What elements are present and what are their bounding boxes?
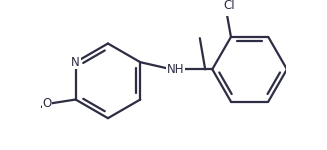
Text: NH: NH xyxy=(167,63,184,76)
Text: O: O xyxy=(43,98,52,110)
Text: N: N xyxy=(71,56,80,69)
Text: Cl: Cl xyxy=(223,0,235,12)
